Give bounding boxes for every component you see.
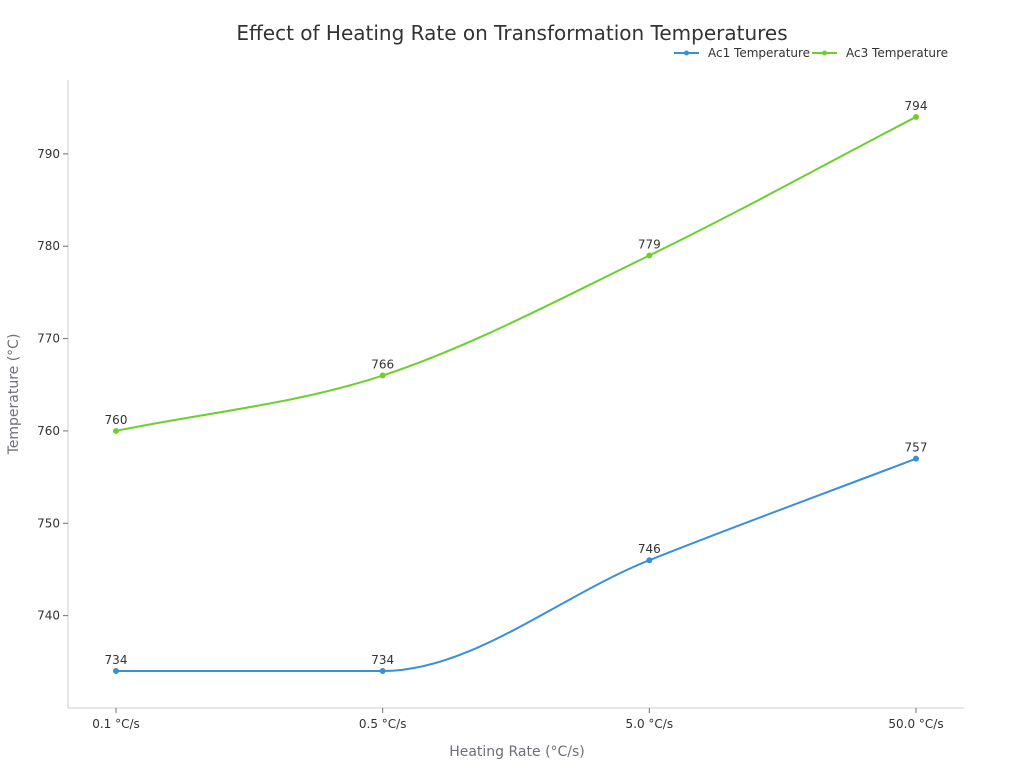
legend-label: Ac3 Temperature: [846, 46, 948, 60]
data-point: [379, 668, 386, 675]
data-label: 760: [105, 413, 128, 427]
series-1: 734 734 746 757: [105, 441, 928, 675]
data-point: [913, 455, 919, 462]
y-tick-label: 770: [37, 332, 60, 346]
legend-item: Ac1 Temperature: [674, 46, 810, 60]
y-tick-label: 780: [37, 239, 60, 253]
data-point: [113, 668, 119, 675]
x-tick-label: 0.5 °C/s: [359, 717, 407, 731]
x-axis-title: Heating Rate (°C/s): [449, 744, 585, 760]
x-tick-label: 0.1 °C/s: [92, 717, 140, 731]
y-axis-ticks: 740 750 760 770 780 790: [37, 147, 68, 623]
data-label: 734: [105, 653, 128, 667]
y-tick-label: 750: [37, 516, 60, 530]
data-label: 746: [638, 542, 661, 556]
x-axis-ticks: 0.1 °C/s 0.5 °C/s 5.0 °C/s 50.0 °C/s: [92, 708, 944, 731]
y-tick-label: 740: [37, 609, 60, 623]
data-point: [913, 113, 919, 120]
data-label: 734: [371, 653, 394, 667]
chart-title: Effect of Heating Rate on Transformation…: [236, 21, 787, 45]
y-tick-label: 790: [37, 147, 60, 161]
data-label: 766: [371, 358, 394, 372]
data-point: [379, 372, 386, 379]
data-label: 794: [905, 99, 928, 113]
y-tick-label: 760: [37, 424, 60, 438]
x-tick-label: 5.0 °C/s: [626, 717, 674, 731]
data-point: [646, 252, 653, 259]
data-point: [646, 557, 653, 564]
data-label: 779: [638, 237, 661, 251]
legend-marker: [684, 50, 689, 56]
legend-item: Ac3 Temperature: [812, 46, 948, 60]
series-2: 760 766 779 794: [105, 99, 928, 434]
series-layer: 734 734 746 757 760 766 779 794: [105, 99, 928, 675]
x-tick-label: 50.0 °C/s: [888, 717, 943, 731]
legend-label: Ac1 Temperature: [708, 46, 810, 60]
data-label: 757: [905, 441, 928, 455]
legend-marker: [822, 50, 827, 56]
series-line: [115, 457, 917, 673]
data-point: [113, 427, 119, 434]
series-line: [115, 116, 917, 432]
y-axis-title: Temperature (°C): [6, 334, 22, 456]
legend: Ac1 Temperature Ac3 Temperature: [674, 46, 948, 60]
